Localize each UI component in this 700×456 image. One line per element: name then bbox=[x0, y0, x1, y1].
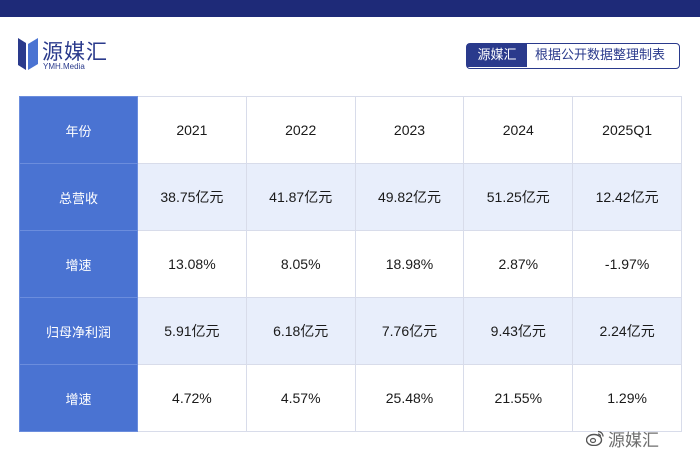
table-row-revenue: 总营收 38.75亿元 41.87亿元 49.82亿元 51.25亿元 12.4… bbox=[19, 163, 682, 231]
value-cell: 13.08% bbox=[137, 230, 247, 298]
value-cell: 49.82亿元 bbox=[354, 163, 465, 231]
value-cell: 41.87亿元 bbox=[245, 163, 356, 231]
source-badge-brand: 源媒汇 bbox=[467, 44, 527, 67]
value-cell: 2.24亿元 bbox=[572, 297, 682, 365]
value-cell: 18.98% bbox=[354, 230, 465, 298]
year-cell: 2021 bbox=[137, 96, 247, 164]
value-cell: 25.48% bbox=[354, 364, 465, 432]
value-cell: 8.05% bbox=[245, 230, 356, 298]
value-cell: 6.18亿元 bbox=[245, 297, 356, 365]
year-cell: 2025Q1 bbox=[572, 96, 682, 164]
table-row-profit-growth: 增速 4.72% 4.57% 25.48% 21.55% 1.29% bbox=[19, 364, 682, 432]
weibo-icon bbox=[586, 430, 604, 446]
value-cell: 4.72% bbox=[137, 364, 247, 432]
value-cell: 38.75亿元 bbox=[137, 163, 247, 231]
financial-table: 年份 2021 2022 2023 2024 2025Q1 总营收 38.75亿… bbox=[19, 96, 682, 432]
value-cell: -1.97% bbox=[572, 230, 682, 298]
row-label-cell: 总营收 bbox=[19, 163, 138, 231]
value-cell: 1.29% bbox=[572, 364, 682, 432]
value-cell: 2.87% bbox=[463, 230, 574, 298]
row-label-cell: 增速 bbox=[19, 364, 138, 432]
table-header-row: 年份 2021 2022 2023 2024 2025Q1 bbox=[19, 96, 682, 164]
year-cell: 2023 bbox=[354, 96, 465, 164]
watermark: 源媒汇 bbox=[586, 426, 690, 451]
top-banner bbox=[0, 0, 700, 17]
table-row-net-profit: 归母净利润 5.91亿元 6.18亿元 7.76亿元 9.43亿元 2.24亿元 bbox=[19, 297, 682, 365]
table-row-revenue-growth: 增速 13.08% 8.05% 18.98% 2.87% -1.97% bbox=[19, 230, 682, 298]
value-cell: 9.43亿元 bbox=[463, 297, 574, 365]
value-cell: 51.25亿元 bbox=[463, 163, 574, 231]
brand-subtitle: YMH.Media bbox=[43, 62, 85, 71]
year-cell: 2022 bbox=[245, 96, 356, 164]
brand-name: 源媒汇 bbox=[42, 40, 108, 64]
source-badge-text: 根据公开数据整理制表 bbox=[535, 48, 666, 63]
value-cell: 5.91亿元 bbox=[137, 297, 247, 365]
value-cell: 4.57% bbox=[245, 364, 356, 432]
header-label-cell: 年份 bbox=[19, 96, 138, 164]
value-cell: 12.42亿元 bbox=[572, 163, 682, 231]
row-label-cell: 归母净利润 bbox=[19, 297, 138, 365]
row-label-cell: 增速 bbox=[19, 230, 138, 298]
year-cell: 2024 bbox=[463, 96, 574, 164]
value-cell: 21.55% bbox=[463, 364, 574, 432]
source-badge: 源媒汇 根据公开数据整理制表 bbox=[466, 43, 680, 69]
value-cell: 7.76亿元 bbox=[354, 297, 465, 365]
brand-mark-icon bbox=[18, 38, 38, 70]
watermark-text: 源媒汇 bbox=[608, 431, 659, 451]
